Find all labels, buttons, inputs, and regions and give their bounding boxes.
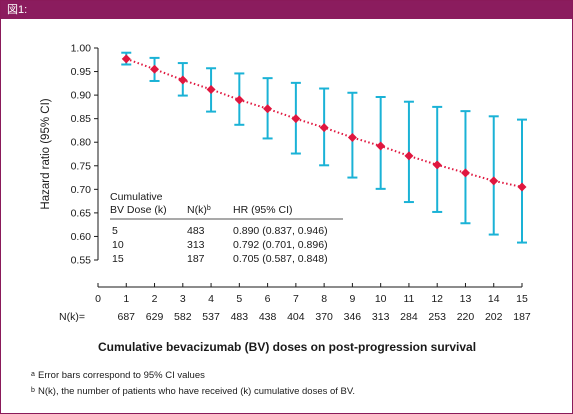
figure-header-label: 図1: bbox=[7, 4, 28, 16]
footnote-b-text: N(k), the number of patients who have re… bbox=[38, 386, 355, 397]
nk-value: 284 bbox=[400, 311, 418, 323]
y-axis-label: Hazard ratio (95% CI) bbox=[40, 98, 52, 209]
y-tick-label: 0.80 bbox=[71, 137, 92, 149]
hr-point bbox=[150, 64, 160, 74]
y-tick-label: 0.60 bbox=[71, 231, 92, 243]
nk-value: 370 bbox=[315, 311, 333, 323]
hr-point bbox=[376, 141, 386, 151]
chart-title: Cumulative bevacizumab (BV) doses on pos… bbox=[98, 340, 476, 354]
nk-row-label: N(k)= bbox=[59, 311, 85, 323]
x-tick-label: 14 bbox=[488, 293, 500, 305]
nk-value: 404 bbox=[287, 311, 305, 323]
figure-header: 図1: bbox=[1, 1, 572, 19]
x-tick-label: 11 bbox=[403, 293, 414, 305]
table-head-col1-line2: BV Dose (k) bbox=[110, 204, 167, 216]
y-tick-label: 1.00 bbox=[71, 43, 92, 55]
footnote-b-marker: b bbox=[31, 387, 35, 394]
table-row-n: 313 bbox=[187, 239, 205, 251]
table-row-k: 15 bbox=[112, 253, 124, 265]
x-tick-label: 1 bbox=[123, 293, 129, 305]
nk-value: 346 bbox=[344, 311, 362, 323]
table-head-col1-line1: Cumulative bbox=[110, 191, 163, 203]
x-tick-label: 6 bbox=[265, 293, 271, 305]
table-row-k: 10 bbox=[112, 239, 124, 251]
hr-point bbox=[319, 123, 329, 133]
y-tick-label: 0.95 bbox=[71, 66, 92, 78]
x-tick-label: 2 bbox=[152, 293, 158, 305]
hr-point bbox=[121, 54, 131, 64]
x-tick-label: 13 bbox=[460, 293, 472, 305]
nk-value: 313 bbox=[372, 311, 390, 323]
table-row-n: 187 bbox=[187, 253, 205, 265]
x-tick-label: 10 bbox=[375, 293, 387, 305]
x-tick-label: 12 bbox=[431, 293, 443, 305]
x-tick-label: 3 bbox=[180, 293, 186, 305]
table-row-n: 483 bbox=[187, 225, 205, 237]
y-tick-label: 0.75 bbox=[71, 160, 92, 172]
hr-point bbox=[234, 95, 244, 105]
hr-point bbox=[517, 182, 527, 192]
nk-value: 687 bbox=[118, 311, 136, 323]
y-tick-label: 0.90 bbox=[71, 90, 92, 102]
y-tick-label: 0.70 bbox=[71, 184, 92, 196]
hr-point bbox=[347, 133, 357, 143]
nk-value: 220 bbox=[457, 311, 475, 323]
table-row-hr: 0.792 (0.701, 0.896) bbox=[233, 239, 328, 251]
x-tick-label: 4 bbox=[208, 293, 214, 305]
x-tick-label: 9 bbox=[349, 293, 355, 305]
table-row-hr: 0.890 (0.837, 0.946) bbox=[233, 225, 328, 237]
table-row-k: 5 bbox=[112, 225, 118, 237]
table-head-col2-sup: b bbox=[207, 205, 211, 212]
nk-value: 187 bbox=[513, 311, 531, 323]
hr-point bbox=[460, 168, 470, 178]
table-head-col2: N(k)b bbox=[187, 204, 211, 216]
summary-table: Cumulative BV Dose (k) N(k)b HR (95% CI)… bbox=[110, 191, 343, 265]
hr-point bbox=[489, 176, 499, 186]
nk-value: 629 bbox=[146, 311, 164, 323]
hr-point bbox=[291, 114, 301, 124]
y-tick-label: 0.55 bbox=[71, 255, 92, 267]
x-tick-label: 15 bbox=[516, 293, 528, 305]
hr-point bbox=[263, 104, 273, 114]
nk-value: 537 bbox=[202, 311, 220, 323]
x-tick-label: 5 bbox=[236, 293, 242, 305]
hr-point bbox=[178, 75, 188, 85]
nk-value: 253 bbox=[428, 311, 446, 323]
x-tick-label: 8 bbox=[321, 293, 327, 305]
trend-line bbox=[125, 57, 523, 188]
x-tick-label: 7 bbox=[293, 293, 299, 305]
x-tick-label: 0 bbox=[95, 293, 101, 305]
nk-value: 483 bbox=[231, 311, 249, 323]
hr-point bbox=[432, 160, 442, 170]
hr-point bbox=[206, 84, 216, 94]
nk-value: 438 bbox=[259, 311, 277, 323]
hr-point bbox=[404, 151, 414, 161]
table-head-col3: HR (95% CI) bbox=[233, 204, 293, 216]
footnotes: a Error bars correspond to 95% CI values… bbox=[31, 370, 355, 397]
nk-value: 582 bbox=[174, 311, 192, 323]
footnote-a-text: Error bars correspond to 95% CI values bbox=[38, 370, 205, 381]
table-row-hr: 0.705 (0.587, 0.848) bbox=[233, 253, 328, 265]
y-tick-label: 0.85 bbox=[71, 113, 92, 125]
footnote-a-marker: a bbox=[31, 371, 35, 378]
nk-value: 202 bbox=[485, 311, 503, 323]
y-tick-label: 0.65 bbox=[71, 207, 92, 219]
